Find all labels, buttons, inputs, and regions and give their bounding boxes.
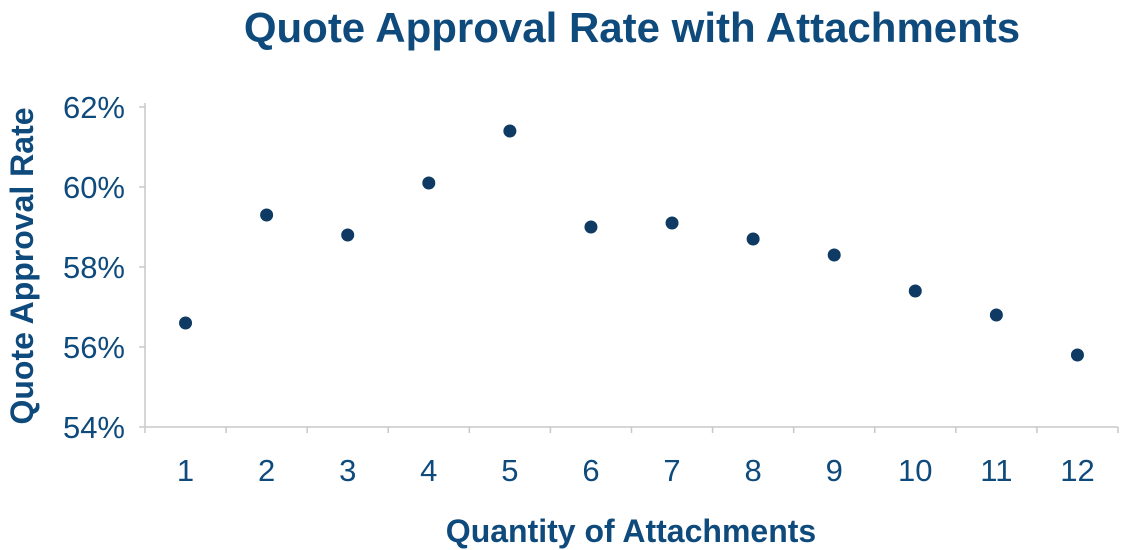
data-point: [260, 208, 274, 222]
x-tick-label: 2: [258, 453, 275, 488]
data-point: [341, 228, 355, 242]
y-axis-title: Quote Approval Rate: [4, 107, 40, 424]
data-point: [179, 316, 193, 330]
data-point: [1070, 348, 1084, 362]
x-tick-label: 1: [177, 453, 194, 488]
data-point: [746, 232, 760, 246]
axes: [144, 103, 1118, 428]
data-points: [179, 124, 1084, 362]
y-tick-label: 60%: [63, 170, 125, 205]
y-tick-label: 56%: [63, 330, 125, 365]
y-tick-label: 62%: [63, 90, 125, 125]
y-axis-ticks: 54% 56% 58% 60% 62%: [63, 90, 145, 445]
x-tick-label: 10: [898, 453, 932, 488]
x-axis-ticks: 1 2 3 4 5 6 7 8 9 10 11 12: [144, 427, 1119, 488]
data-point: [503, 124, 517, 138]
x-tick-label: 7: [663, 453, 680, 488]
x-tick-label: 3: [339, 453, 356, 488]
x-tick-label: 5: [501, 453, 518, 488]
x-tick-label: 12: [1060, 453, 1094, 488]
data-point: [827, 248, 841, 262]
chart-title: Quote Approval Rate with Attachments: [244, 4, 1020, 51]
x-tick-label: 9: [826, 453, 843, 488]
x-tick-label: 8: [745, 453, 762, 488]
data-point: [665, 216, 679, 230]
data-point: [584, 220, 598, 234]
x-axis-title: Quantity of Attachments: [446, 513, 816, 549]
x-tick-label: 6: [582, 453, 599, 488]
x-tick-label: 4: [420, 453, 437, 488]
data-point: [989, 308, 1003, 322]
x-tick-label: 11: [980, 453, 1012, 488]
y-tick-label: 58%: [63, 250, 125, 285]
y-tick-label: 54%: [63, 410, 125, 445]
data-point: [908, 284, 922, 298]
data-point: [422, 176, 436, 190]
